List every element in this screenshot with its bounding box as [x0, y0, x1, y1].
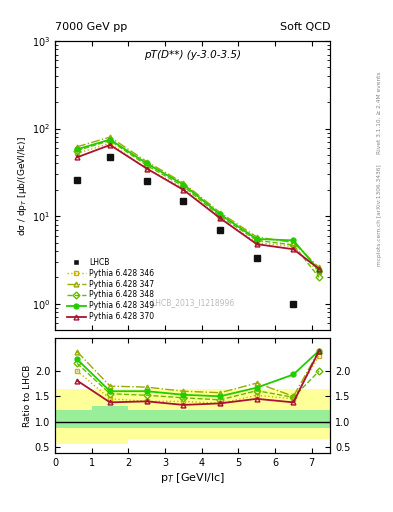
Text: LHCB_2013_I1218996: LHCB_2013_I1218996	[151, 298, 234, 307]
Text: Soft QCD: Soft QCD	[280, 23, 330, 32]
X-axis label: p$_T$ [GeVI/lc]: p$_T$ [GeVI/lc]	[160, 471, 225, 485]
Text: Rivet 3.1.10, ≥ 2.4M events: Rivet 3.1.10, ≥ 2.4M events	[377, 71, 382, 154]
Y-axis label: Ratio to LHCB: Ratio to LHCB	[23, 365, 32, 426]
Y-axis label: dσ / dp$_T$ [μb/(GeVI/lc)]: dσ / dp$_T$ [μb/(GeVI/lc)]	[16, 136, 29, 236]
Text: mcplots.cern.ch [arXiv:1306.3436]: mcplots.cern.ch [arXiv:1306.3436]	[377, 164, 382, 266]
Legend: LHCB, Pythia 6.428 346, Pythia 6.428 347, Pythia 6.428 348, Pythia 6.428 349, Py: LHCB, Pythia 6.428 346, Pythia 6.428 347…	[64, 255, 156, 324]
Text: 7000 GeV pp: 7000 GeV pp	[55, 23, 127, 32]
Text: pT(D**) (y-3.0-3.5): pT(D**) (y-3.0-3.5)	[144, 50, 241, 59]
